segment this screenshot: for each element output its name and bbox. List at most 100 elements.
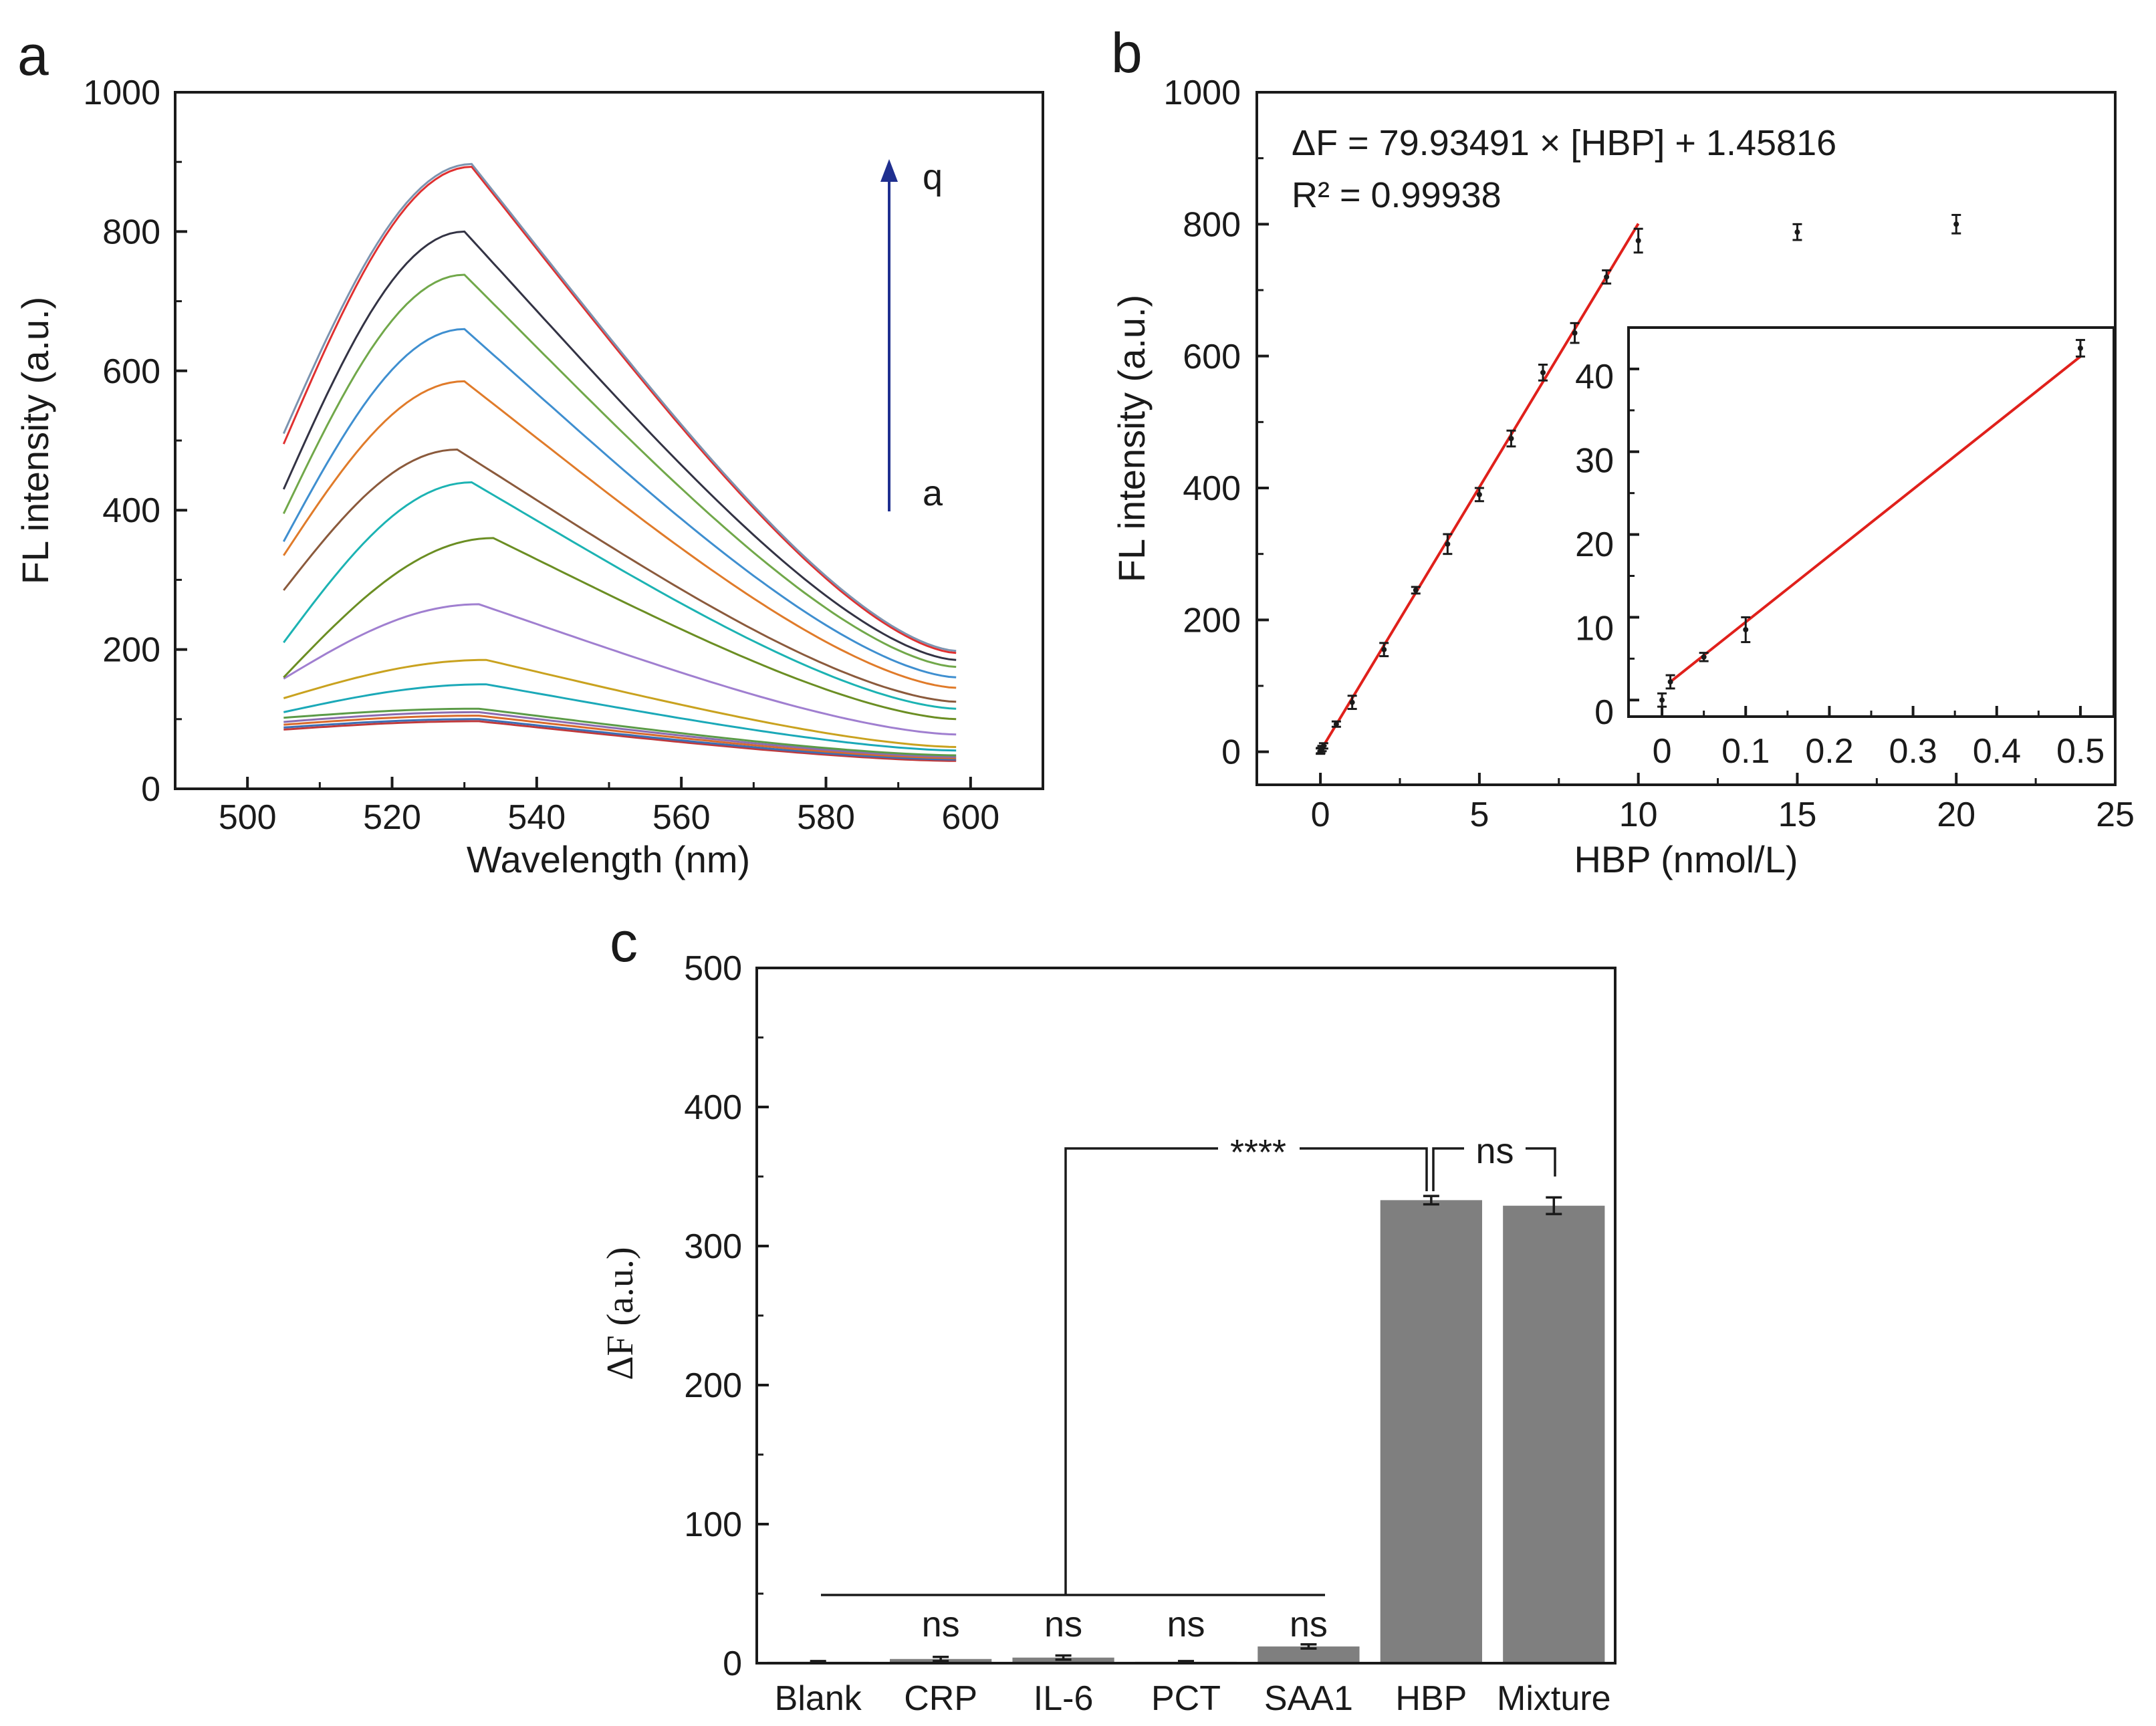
a-ytick-label: 0 — [141, 770, 160, 809]
panel-a-tick-marks — [175, 91, 972, 790]
inset-data-point — [1701, 654, 1707, 660]
spectrum-line-e — [283, 707, 957, 757]
inset-ytick-label: 10 — [1575, 610, 1614, 648]
panel-c-significance-labels: ns ns ns ns — [922, 1604, 1328, 1644]
data-point — [1333, 721, 1339, 727]
data-point — [1572, 330, 1578, 336]
c-ytick-label: 500 — [684, 949, 742, 988]
category-label: SAA1 — [1264, 1679, 1353, 1718]
a-xtick-label: 580 — [797, 798, 855, 837]
ns-label: ns — [922, 1604, 960, 1644]
panel-c-bars — [767, 1195, 1605, 1664]
inset-ytick-label: 30 — [1575, 442, 1614, 481]
inset-xtick-label: 0.3 — [1889, 732, 1937, 771]
data-point — [1953, 221, 1959, 227]
spectrum-line-f — [283, 683, 957, 752]
inset-xtick-label: 0.2 — [1805, 732, 1853, 771]
data-point — [1381, 646, 1387, 652]
category-label: Blank — [775, 1679, 862, 1718]
panel-a-x-axis: 500 520 540 560 580 600 — [219, 798, 999, 837]
inset-data-point — [2077, 345, 2083, 351]
c-ytick-label: 200 — [684, 1366, 742, 1405]
inset-ytick-label: 0 — [1594, 693, 1614, 732]
panel-c-letter: c — [610, 910, 638, 973]
panel-c-ylabel: ΔF (a.u.) — [600, 1247, 641, 1380]
fit-r-squared: R² = 0.99938 — [1292, 175, 1502, 215]
panel-a-y-axis: 0 200 400 600 800 1000 — [83, 74, 160, 809]
panel-c-categories: Blank CRP IL-6 PCT SAA1 HBP Mixture — [775, 1679, 1611, 1718]
panel-b-inset: 0 10 20 30 40 0 0.1 0.2 0.3 0.4 0.5 — [1575, 326, 2115, 771]
a-ytick-label: 600 — [102, 352, 160, 391]
panel-a-letter: a — [17, 24, 49, 87]
panel-b-ylabel: FL intensity (a.u.) — [1110, 295, 1153, 583]
hbp-mixture-bracket-left — [1432, 1147, 1464, 1191]
inset-ytick-label: 40 — [1575, 358, 1614, 396]
inset-fit-segment — [1669, 355, 2082, 683]
b-xtick-label: 0 — [1311, 795, 1330, 834]
spectrum-line-i — [283, 537, 957, 721]
category-label: CRP — [904, 1679, 977, 1718]
inset-tick-marks — [1629, 367, 2082, 717]
panel-b-xlabel: HBP (nmol/L) — [1574, 838, 1798, 880]
a-ytick-label: 400 — [102, 491, 160, 530]
spectrum-line-h — [283, 603, 957, 736]
sig-hbp-mixture-label: ns — [1475, 1131, 1514, 1171]
spectrum-line-o — [282, 230, 957, 661]
c-ytick-label: 300 — [684, 1227, 742, 1266]
bar-hbp — [1380, 1200, 1482, 1663]
trend-arrow-head-icon — [880, 159, 898, 182]
b-ytick-label: 800 — [1183, 205, 1241, 244]
inset-fit-line — [1669, 355, 2082, 683]
inset-data-point — [1743, 626, 1749, 632]
a-ytick-label: 200 — [102, 631, 160, 670]
panel-c-y-axis: 0 100 200 300 400 500 — [684, 949, 742, 1683]
panel-b-y-axis: 0 200 400 600 800 1000 — [1163, 74, 1241, 772]
panel-c-frame — [755, 967, 1616, 1665]
panel-a-spectra — [282, 162, 957, 762]
data-point — [1320, 743, 1326, 749]
main-bracket-right — [1300, 1147, 1428, 1191]
spectrum-line-b — [283, 718, 957, 761]
spectrum-line-a — [283, 720, 957, 762]
inset-y-axis: 0 10 20 30 40 — [1575, 358, 1614, 732]
data-point — [1540, 370, 1546, 376]
ns-label: ns — [1290, 1604, 1328, 1644]
arrow-top-label: q — [923, 157, 943, 197]
panel-c-tick-marks — [757, 967, 769, 1665]
category-label: IL-6 — [1034, 1679, 1094, 1718]
inset-xtick-label: 0 — [1653, 732, 1672, 771]
b-xtick-label: 20 — [1937, 795, 1975, 834]
category-label: Mixture — [1497, 1679, 1610, 1718]
spectrum-line-g — [283, 658, 957, 748]
data-point — [1413, 587, 1419, 593]
c-ytick-label: 400 — [684, 1088, 742, 1127]
panel-b-data-points — [1316, 214, 1961, 755]
panel-b-letter: b — [1111, 21, 1143, 84]
spectrum-line-m — [282, 328, 957, 679]
spectrum-line-q — [282, 162, 957, 652]
b-ytick-label: 0 — [1221, 733, 1241, 772]
spectrum-line-c — [283, 715, 957, 759]
spectrum-line-j — [283, 481, 957, 710]
panel-b-tick-marks — [1257, 91, 2117, 785]
panel-b-x-axis: 0 5 10 15 20 25 — [1311, 795, 2135, 834]
category-label: PCT — [1151, 1679, 1221, 1718]
inset-data-point — [1667, 679, 1673, 685]
spectrum-line-p — [282, 165, 957, 654]
inset-data-point — [1659, 697, 1665, 703]
inset-xtick-label: 0.5 — [2056, 732, 2105, 771]
bar-mixture — [1503, 1205, 1605, 1663]
c-ytick-label: 100 — [684, 1505, 742, 1544]
data-point — [1635, 238, 1641, 243]
b-xtick-label: 25 — [2096, 795, 2135, 834]
a-ytick-label: 800 — [102, 213, 160, 251]
data-point — [1508, 436, 1514, 441]
main-bracket-left — [1064, 1147, 1218, 1595]
b-xtick-label: 15 — [1778, 795, 1817, 834]
hbp-mixture-bracket-right — [1526, 1147, 1556, 1177]
data-point — [1349, 699, 1355, 705]
b-xtick-label: 10 — [1619, 795, 1658, 834]
panel-a-xlabel: Wavelength (nm) — [467, 838, 750, 880]
inset-ytick-label: 20 — [1575, 525, 1614, 564]
c-ytick-label: 0 — [723, 1644, 742, 1683]
